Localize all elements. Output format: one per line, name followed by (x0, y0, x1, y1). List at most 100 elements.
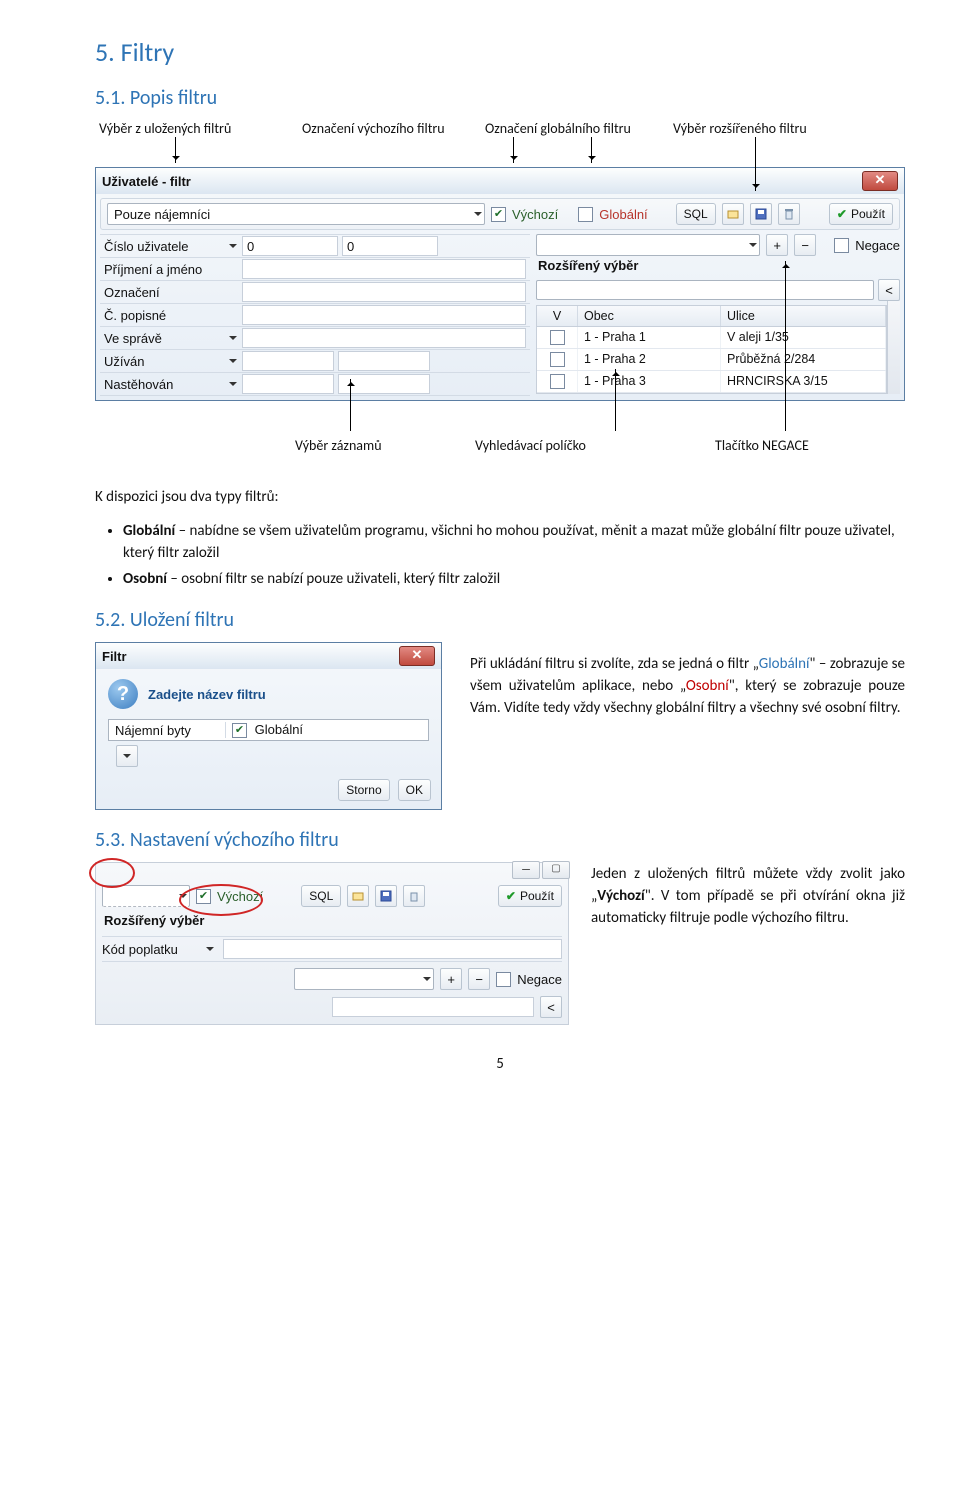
search-input[interactable] (332, 997, 534, 1017)
label-negace: Tlačítko NEGACE (715, 437, 809, 454)
field-value[interactable]: 0 (242, 236, 338, 256)
cell-ulice: HRNCIRSKA 3/15 (721, 371, 886, 392)
plus-button[interactable]: + (440, 968, 462, 990)
saved-filters-combo[interactable]: Pouze nájemníci (107, 203, 485, 225)
plus-button[interactable]: + (766, 234, 788, 256)
close-icon[interactable]: ✕ (862, 171, 898, 191)
filter-fields-panel: Číslo uživatele 0 0 Příjmení a jméno Ozn… (100, 234, 530, 396)
field-label: Kód poplatku (102, 942, 197, 957)
para-53: Jeden z uložených filtrů můžete vždy zvo… (591, 862, 905, 929)
table-row[interactable]: 1 - Praha 3 HRNCIRSKA 3/15 (537, 371, 886, 393)
field-value[interactable]: 0 (342, 236, 438, 256)
chevron-down-icon (474, 212, 482, 220)
storno-button[interactable]: Storno (338, 779, 389, 801)
cell-ulice: V aleji 1/35 (721, 327, 886, 348)
window-title: Uživatelé - filtr (102, 174, 191, 189)
vychozi-checkbox[interactable] (491, 207, 506, 222)
field-value[interactable] (223, 939, 562, 959)
list-item: Globální – nabídne se všem uživatelům pr… (123, 521, 905, 565)
sql-button[interactable]: SQL (301, 885, 341, 907)
results-table: V Obec Ulice 1 - Praha 1 V aleji 1/35 (536, 305, 887, 394)
collapse-button[interactable]: < (540, 996, 562, 1018)
chevron-down-icon[interactable] (229, 359, 237, 367)
dialog-prompt: Zadejte název filtru (148, 687, 266, 702)
label-vyber-ulozenych: Výběr z uložených filtrů (95, 120, 298, 137)
row-checkbox[interactable] (550, 330, 565, 345)
field-label: Nastěhován (100, 377, 224, 392)
vychozi-label: Výchozí (512, 207, 558, 222)
rozsireny-vyber-label: Rozšířený výběr (536, 256, 900, 275)
field-value[interactable] (242, 328, 526, 348)
globalni-label: Globální (255, 722, 303, 737)
row-checkbox[interactable] (550, 352, 565, 367)
field-value[interactable] (242, 259, 526, 279)
field-label: Užíván (100, 354, 224, 369)
table-header: V (537, 306, 578, 326)
label-vyhledavaci: Vyhledávací políčko (475, 437, 586, 454)
search-input[interactable] (536, 280, 874, 300)
table-row[interactable]: 1 - Praha 1 V aleji 1/35 (537, 327, 886, 349)
field-value[interactable] (338, 351, 430, 371)
open-icon[interactable] (722, 203, 744, 225)
minus-button[interactable]: − (468, 968, 490, 990)
chevron-down-icon[interactable] (229, 382, 237, 390)
save-icon[interactable] (375, 885, 397, 907)
minus-button[interactable]: − (794, 234, 816, 256)
chevron-down-icon[interactable] (116, 745, 138, 767)
list-item: Osobní – osobní filtr se nabízí pouze už… (123, 569, 905, 591)
annotation-labels-top: Výběr z uložených filtrů Označení výchoz… (95, 120, 905, 137)
table-header: Obec (578, 306, 721, 326)
maximize-icon[interactable]: ▢ (542, 861, 570, 879)
field-label: Příjmení a jméno (100, 262, 224, 277)
cell-obec: 1 - Praha 2 (578, 349, 721, 370)
filter-combo[interactable] (102, 885, 190, 907)
label-vyber-zaznamu: Výběr záznamů (295, 437, 382, 454)
negace-checkbox[interactable] (496, 972, 511, 987)
field-value[interactable] (242, 351, 334, 371)
globalni-checkbox[interactable] (578, 207, 593, 222)
close-icon[interactable]: ✕ (399, 646, 435, 666)
delete-icon[interactable] (778, 203, 800, 225)
dialog-input[interactable]: Globální (225, 722, 428, 738)
pouzit-button[interactable]: Použít (498, 885, 562, 907)
scrollbar[interactable] (887, 301, 900, 394)
label-oznaceni-globalniho: Označení globálního filtru (481, 120, 669, 137)
chevron-down-icon[interactable] (229, 336, 237, 344)
dialog-input-label: Nájemní byty (109, 723, 225, 738)
table-header: Ulice (721, 306, 886, 326)
screenshot-uzivatele-filtr: Uživatelé - filtr ✕ Pouze nájemníci Vých… (95, 167, 905, 401)
field-value[interactable] (242, 305, 526, 325)
save-icon[interactable] (750, 203, 772, 225)
delete-icon[interactable] (403, 885, 425, 907)
label-vyber-rozsireneho: Výběr rozšířeného filtru (669, 120, 811, 137)
para-k-dispozici: K dispozici jsou dva typy filtrů: (95, 488, 905, 506)
field-value[interactable] (242, 282, 526, 302)
chevron-down-icon (423, 977, 431, 985)
collapse-button[interactable]: < (878, 279, 900, 301)
cell-obec: 1 - Praha 3 (578, 371, 721, 392)
extended-combo[interactable] (294, 968, 434, 990)
globalni-label: Globální (599, 207, 647, 222)
globalni-checkbox[interactable] (232, 723, 247, 738)
chevron-down-icon[interactable] (206, 947, 214, 955)
chevron-down-icon[interactable] (229, 244, 237, 252)
heading-5-filtry: 5. Filtry (95, 36, 905, 68)
ok-button[interactable]: OK (398, 779, 431, 801)
table-row[interactable]: 1 - Praha 2 Průběžná 2/284 (537, 349, 886, 371)
row-checkbox[interactable] (550, 374, 565, 389)
open-icon[interactable] (347, 885, 369, 907)
question-icon: ? (108, 679, 138, 709)
extended-combo[interactable] (536, 234, 760, 256)
minimize-icon[interactable]: – (512, 861, 540, 879)
rozsireny-vyber-label: Rozšířený výběr (102, 911, 562, 930)
negace-label: Negace (855, 238, 900, 253)
filter-types-list: Globální – nabídne se všem uživatelům pr… (123, 521, 905, 590)
negace-checkbox[interactable] (834, 238, 849, 253)
screenshot-filtr-dialog: Filtr ✕ ? Zadejte název filtru Nájemní b… (95, 642, 442, 810)
sql-button[interactable]: SQL (676, 203, 716, 225)
cell-ulice: Průběžná 2/284 (721, 349, 886, 370)
field-value[interactable] (242, 374, 334, 394)
screenshot-vychozi-filtr: – ▢ Výchozí SQL Použít Rozšířený výběr (95, 862, 569, 1025)
pouzit-button[interactable]: Použít (829, 203, 893, 225)
combo-value: Pouze nájemníci (114, 207, 210, 222)
